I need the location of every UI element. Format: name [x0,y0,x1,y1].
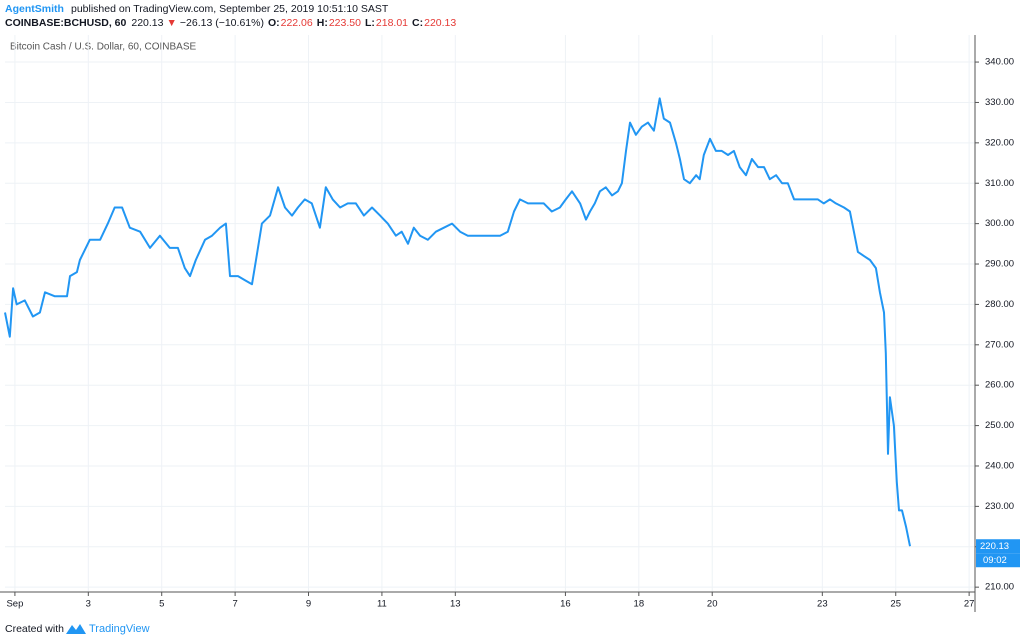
change: −26.13 (−10.61%) [180,17,264,29]
legend: Bitcoin Cash / U.S. Dollar, 60, COINBASE [10,42,197,53]
x-tick-label: 11 [377,599,387,610]
symbol: COINBASE:BCHUSD, 60 [5,17,127,29]
x-tick-label: 23 [817,599,828,610]
ohlc-label: O: [268,17,280,29]
x-tick-label: 20 [707,599,718,610]
y-tick-label: 260.00 [985,380,1014,391]
x-tick-label: Sep [6,599,23,610]
ohlc-value: 222.06 [281,17,313,29]
ohlc-label: C: [412,17,423,29]
x-tick-label: 3 [86,599,91,610]
last-price: 220.13 [131,17,163,29]
price-tag [976,539,1020,554]
ohlc-value: 223.50 [329,17,361,29]
x-tick-label: 27 [964,599,975,610]
author[interactable]: AgentSmith [5,3,64,15]
ohlc-label: H: [317,17,328,29]
price-line [4,97,911,547]
x-tick-label: 16 [560,599,571,610]
y-tick-label: 280.00 [985,299,1014,310]
x-tick-label: 9 [306,599,311,610]
ohlc-value: 220.13 [424,17,456,29]
y-tick-label: 340.00 [985,57,1014,68]
y-tick-label: 270.00 [985,339,1014,350]
x-tick-label: 13 [450,599,461,610]
y-tick-label: 320.00 [985,137,1014,148]
y-tick-label: 250.00 [985,420,1014,431]
footer-created: Created with [5,623,64,635]
x-tick-label: 25 [890,599,901,610]
y-tick-label: 290.00 [985,259,1014,270]
brand-logo [66,624,86,634]
countdown-tag [976,553,1020,568]
countdown-label: 09:02 [983,555,1007,566]
x-tick-label: 7 [232,599,237,610]
published-info: published on TradingView.com, September … [71,3,389,15]
ohlc-value: 218.01 [376,17,408,29]
x-tick-label: 5 [159,599,164,610]
symbol-info: COINBASE:BCHUSD, 60 220.13 ▼ −26.13 (−10.61… [5,17,456,29]
y-tick-label: 210.00 [985,582,1014,593]
y-tick-label: 310.00 [985,178,1014,189]
x-tick-label: 18 [634,599,645,610]
y-tick-label: 300.00 [985,218,1014,229]
y-tick-label: 230.00 [985,501,1014,512]
change-arrow: ▼ [166,17,176,29]
y-tick-label: 330.00 [985,97,1014,108]
y-tick-label: 240.00 [985,460,1014,471]
ohlc-label: L: [365,17,375,29]
price-tag-label: 220.13 [980,541,1009,552]
footer-brand[interactable]: TradingView [89,623,150,635]
